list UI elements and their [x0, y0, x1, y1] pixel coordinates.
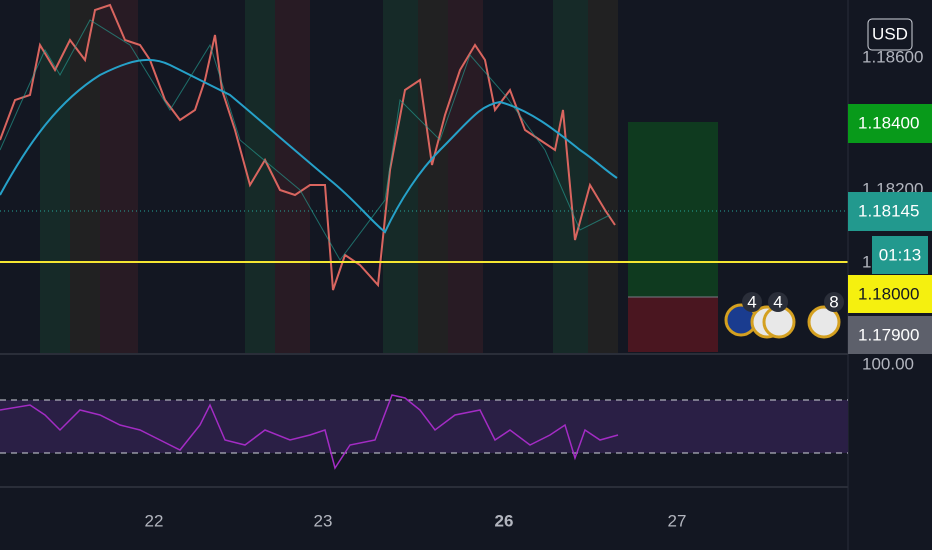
session-bands	[40, 0, 618, 353]
currency: USD	[872, 24, 908, 43]
price-candles	[0, 3, 616, 291]
entry-tag	[848, 275, 932, 313]
countdown: 01:13	[879, 245, 922, 264]
moving-average	[0, 58, 618, 234]
price-label: 1.18600	[862, 47, 923, 66]
time-label: 27	[668, 511, 687, 530]
tp-tag	[848, 104, 932, 143]
profit-zone[interactable]	[628, 122, 718, 297]
entry-price: 1.18000	[858, 284, 919, 303]
last-price: 1.18145	[858, 201, 919, 220]
price-wicks-green	[0, 19, 611, 261]
last-tag	[848, 192, 932, 231]
time-label: 23	[314, 511, 333, 530]
stop-price: 1.17900	[858, 325, 919, 344]
time-label: 22	[145, 511, 164, 530]
rsi-label: 100.00	[862, 354, 914, 373]
event-count: 8	[829, 292, 838, 311]
event-icons[interactable]	[724, 292, 844, 339]
event-count: 4	[773, 292, 782, 311]
time-label: 26	[495, 511, 514, 530]
loss-zone[interactable]	[628, 297, 718, 352]
event-count: 4	[747, 292, 756, 311]
currency-button[interactable]	[867, 18, 913, 51]
tp-price: 1.18400	[858, 113, 919, 132]
rsi-line	[0, 394, 619, 470]
stop-tag	[848, 316, 932, 354]
countdown-tag	[872, 236, 928, 274]
rsi-band	[0, 400, 848, 453]
